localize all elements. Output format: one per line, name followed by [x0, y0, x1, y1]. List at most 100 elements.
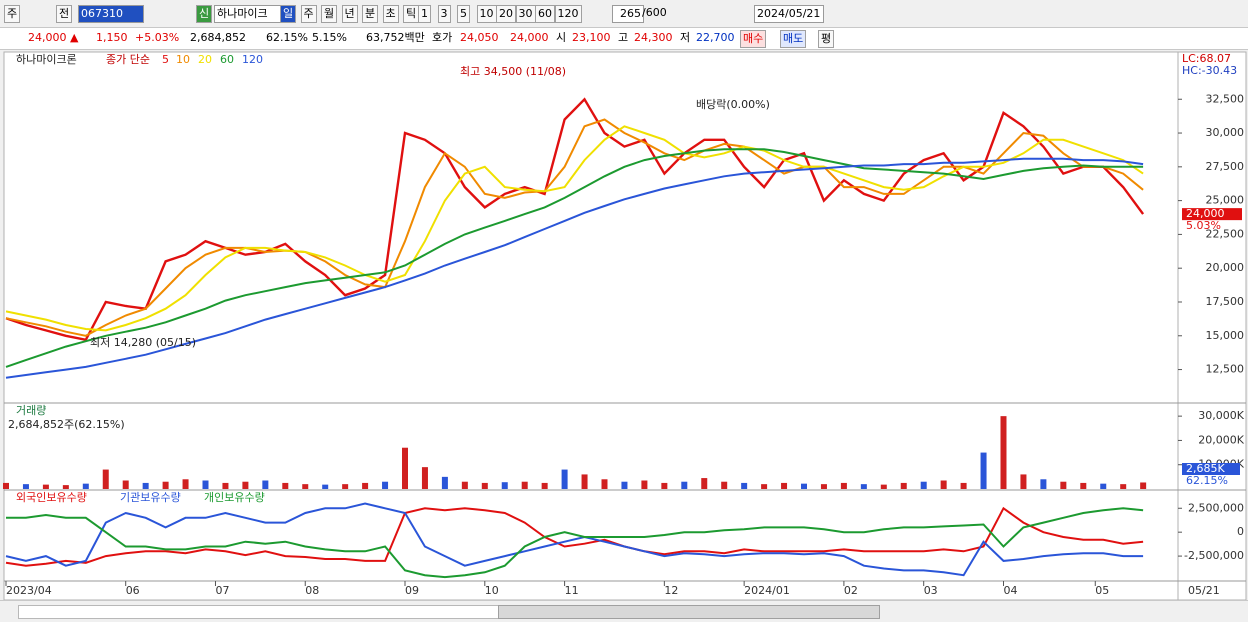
count-button[interactable]: 10: [476, 5, 497, 23]
legend-entry: 20: [198, 53, 212, 66]
chart: 12,500 15,000 17,500 20,000 22,500 25,000 27,5…: [3, 51, 1247, 600]
scroll-thumb[interactable]: [498, 605, 880, 619]
toolbar: 주 전 067310 신 하나마이크 265 /600 2024/05/21 일…: [0, 0, 1248, 28]
new-badge[interactable]: 신: [196, 5, 213, 23]
high: 24,300: [634, 31, 673, 44]
interval-button[interactable]: 월: [321, 5, 338, 23]
x-tick-label: 02: [844, 584, 858, 597]
high-annotation: 최고 34,500 (11/08): [460, 65, 566, 78]
volume-bar: [441, 476, 448, 489]
legend-entry: 60: [220, 53, 234, 66]
volume-bar: [1140, 482, 1147, 489]
sell-button[interactable]: 매도: [780, 30, 807, 48]
turnover: 5.15%: [312, 31, 347, 44]
code-input[interactable]: 067310: [78, 5, 144, 23]
interval-button[interactable]: 분: [362, 5, 379, 23]
count-button[interactable]: 120: [554, 5, 582, 23]
interval-button[interactable]: 년: [341, 5, 358, 23]
x-last-label: 05/21: [1188, 584, 1220, 597]
volume-bar: [900, 482, 907, 489]
panel-title: 거래량: [16, 404, 46, 417]
volume-bar: [641, 480, 648, 489]
shown-count[interactable]: 265: [612, 5, 644, 23]
volume-bar: [621, 481, 628, 489]
volume-bar: [860, 484, 867, 489]
avg-button[interactable]: 평: [818, 30, 835, 48]
volume-bar: [342, 484, 349, 489]
interval-button[interactable]: 초: [382, 5, 399, 23]
change: 1,150: [96, 31, 128, 44]
volume-bar: [182, 479, 189, 489]
low-label: 저: [680, 31, 691, 44]
volume-bar: [421, 467, 428, 489]
interval-button[interactable]: 일: [280, 5, 297, 23]
volume-bar: [162, 481, 169, 489]
bid: 24,000: [510, 31, 549, 44]
legend-entry: 10: [176, 53, 190, 66]
count-button[interactable]: 20: [496, 5, 516, 23]
buy-button[interactable]: 매수: [740, 30, 767, 48]
x-tick-label: 04: [1004, 584, 1018, 597]
scrollbar[interactable]: [0, 600, 1248, 622]
count-button[interactable]: 5: [457, 5, 470, 23]
open: 23,100: [572, 31, 611, 44]
y-tick-label: 27,500: [1206, 160, 1245, 173]
x-tick-label: 09: [405, 584, 419, 597]
interval-button[interactable]: 주: [300, 5, 317, 23]
volume-bar: [940, 480, 947, 489]
dividend-annotation: 배당락(0.00%): [696, 98, 770, 111]
volume-bar: [1080, 482, 1087, 489]
x-tick-label: 11: [565, 584, 579, 597]
volume-bar: [781, 482, 788, 489]
period-select[interactable]: 주: [4, 5, 21, 23]
x-tick-label: 06: [126, 584, 140, 597]
scroll-track: [18, 605, 500, 619]
volume-bar: [561, 469, 568, 489]
series-line: [6, 507, 1144, 579]
last-rate-label: 5.03%: [1186, 219, 1221, 232]
total-count: /600: [642, 6, 667, 19]
chart-title: 하나마이크론: [16, 52, 77, 66]
x-tick-label: 10: [485, 584, 499, 597]
count-button[interactable]: 30: [515, 5, 536, 23]
volume-bar: [122, 480, 129, 489]
prev-button[interactable]: 전: [56, 5, 73, 23]
legend-entry: 외국인보유수량: [16, 491, 87, 504]
y-tick-label: 2,500,000: [1188, 501, 1244, 514]
volume-bar: [741, 482, 748, 489]
legend-entry: 5: [162, 53, 169, 66]
series-line: [5, 157, 1144, 379]
y-tick-label: 15,000: [1206, 329, 1245, 342]
x-tick-label: 05: [1095, 584, 1109, 597]
last-price-box: [1182, 208, 1242, 221]
volume-bar: [1060, 481, 1067, 489]
volume-bar: [42, 484, 49, 489]
x-tick-label: 07: [215, 584, 229, 597]
volume-bar: [262, 480, 269, 489]
volume-bar: [461, 481, 468, 489]
count-button[interactable]: 1: [418, 5, 431, 23]
volume-bar: [382, 481, 389, 489]
legend-entry: 개인보유수량: [204, 491, 265, 504]
volume-bar: [820, 484, 827, 489]
volume-bar: [481, 482, 488, 489]
volume-bar: [402, 447, 408, 489]
low: 22,700: [696, 31, 735, 44]
y-tick-label: 22,500: [1206, 227, 1245, 240]
legend-entry: 120: [242, 53, 263, 66]
x-tick-label: 03: [924, 584, 938, 597]
volume-bar: [22, 484, 29, 489]
high-label: 고: [618, 31, 629, 44]
volume-bar: [880, 484, 887, 489]
date-input[interactable]: 2024/05/21: [754, 5, 824, 23]
volume-bar: [801, 483, 807, 489]
volume-bar: [362, 482, 369, 489]
volume-bar: [202, 480, 209, 489]
volume-bar: [581, 474, 588, 489]
y-tick-label: 25,000: [1206, 194, 1245, 207]
axis-area: [1177, 51, 1247, 600]
volume-bar: [1020, 474, 1027, 489]
count-button[interactable]: 60: [535, 5, 555, 23]
interval-button[interactable]: 틱: [403, 5, 420, 23]
count-button[interactable]: 3: [437, 5, 451, 23]
